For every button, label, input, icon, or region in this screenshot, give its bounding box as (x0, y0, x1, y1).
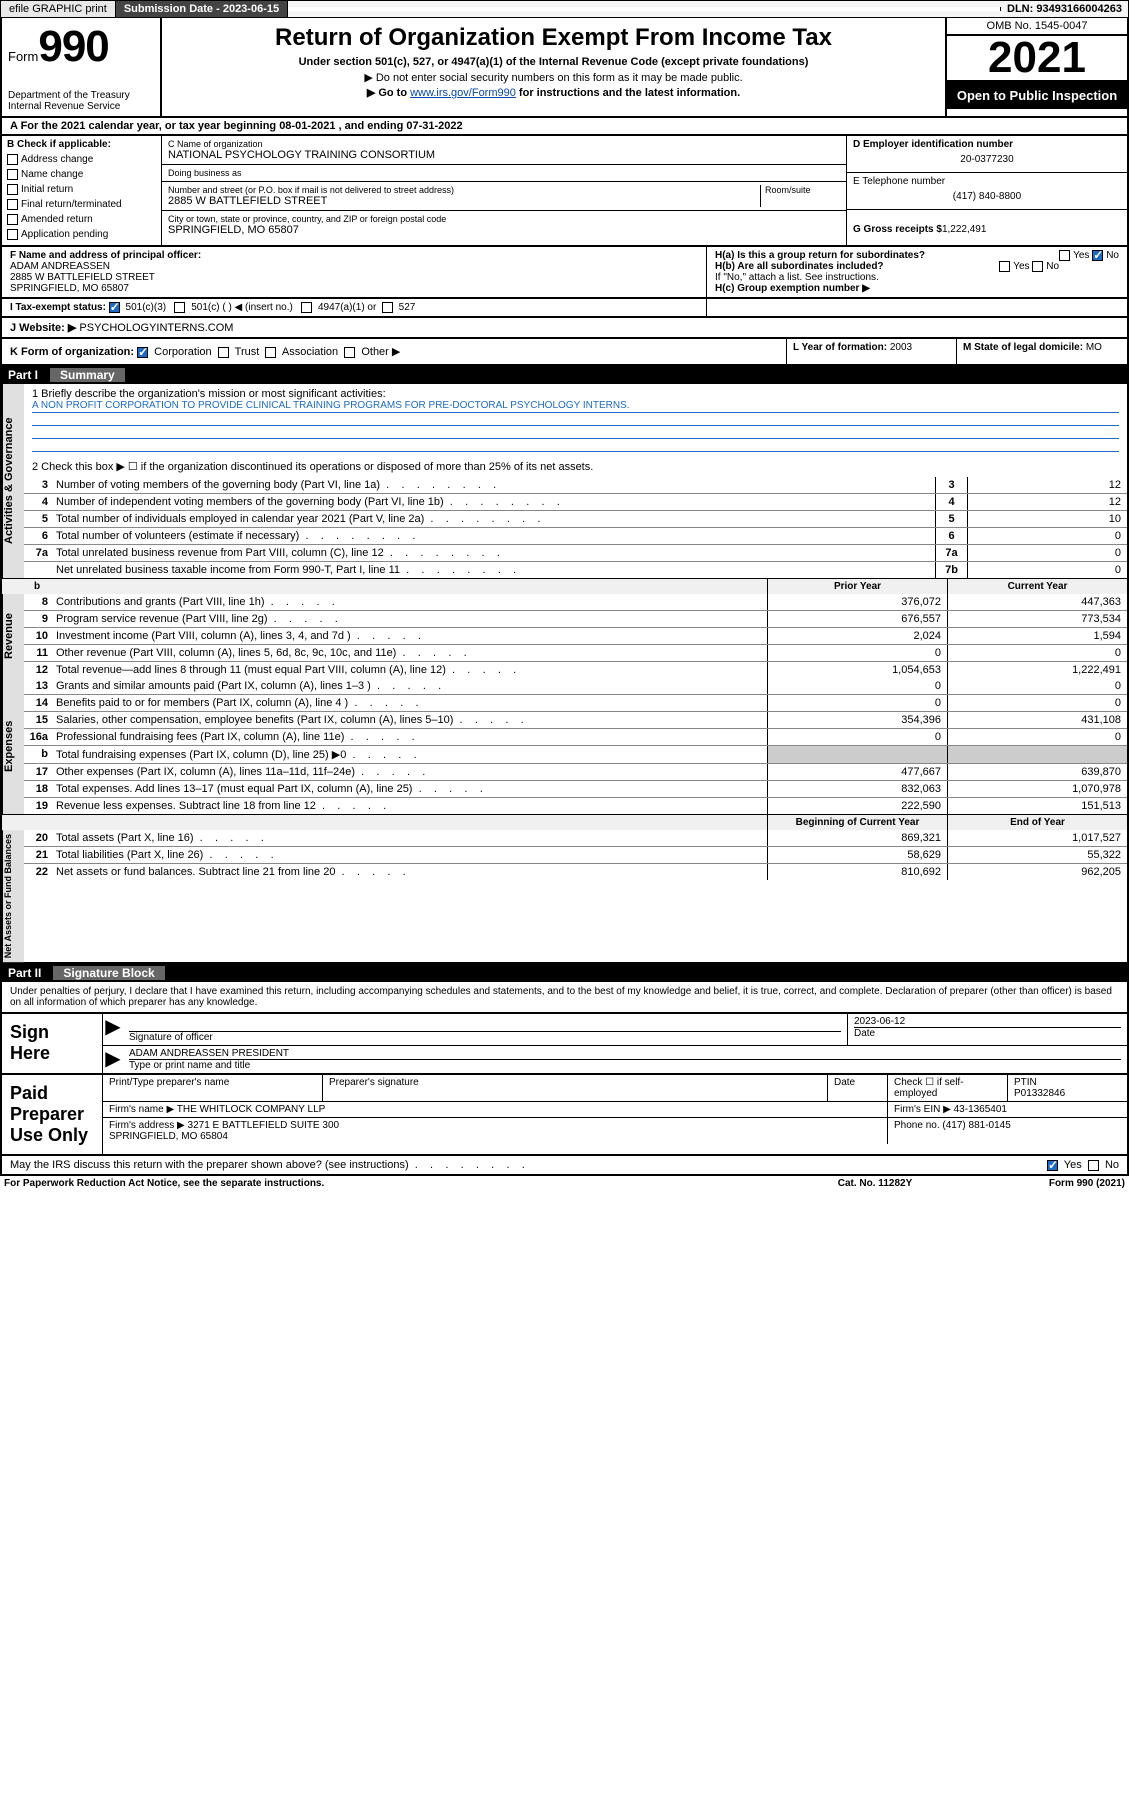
signature-arrow-icon: ▶ (103, 1046, 123, 1073)
org-info-block: B Check if applicable: Address changeNam… (0, 136, 1129, 247)
summary-line: 16aProfessional fundraising fees (Part I… (24, 728, 1127, 745)
ein: 20-0377230 (853, 150, 1121, 169)
summary-line: 5Total number of individuals employed in… (24, 510, 1127, 527)
state-domicile: MO (1086, 342, 1102, 353)
row-f-h: F Name and address of principal officer:… (0, 247, 1129, 299)
corp-checkbox[interactable] (137, 347, 148, 358)
summary-line: 3Number of voting members of the governi… (24, 477, 1127, 493)
form-subtitle: Under section 501(c), 527, or 4947(a)(1)… (170, 56, 937, 68)
department: Department of the Treasury Internal Reve… (8, 90, 154, 112)
open-to-public: Open to Public Inspection (947, 82, 1127, 109)
form-number: Form990 (8, 22, 154, 72)
firm-phone: (417) 881-0145 (942, 1120, 1010, 1131)
firm-ein: 43-1365401 (954, 1104, 1007, 1115)
summary-line: 12Total revenue—add lines 8 through 11 (… (24, 661, 1127, 678)
discuss-yes-checkbox[interactable] (1047, 1160, 1058, 1171)
col-b-checkbox[interactable]: Initial return (7, 182, 156, 197)
officer-name: ADAM ANDREASSEN (10, 261, 110, 272)
col-b-checkbox[interactable]: Address change (7, 152, 156, 167)
row-j-website: J Website: ▶ PSYCHOLOGYINTERNS.COM (0, 318, 1129, 339)
summary-line: 22Net assets or fund balances. Subtract … (24, 863, 1127, 880)
form-note-1: ▶ Do not enter social security numbers o… (170, 71, 937, 84)
col-b-checkbox[interactable]: Final return/terminated (7, 197, 156, 212)
vlabel-revenue: Revenue (2, 594, 24, 678)
signature-date: 2023-06-12 (854, 1016, 1121, 1027)
summary-line: 14Benefits paid to or for members (Part … (24, 694, 1127, 711)
row-a-tax-year: A For the 2021 calendar year, or tax yea… (0, 118, 1129, 136)
col-d-contact: D Employer identification number 20-0377… (847, 136, 1127, 245)
top-bar: efile GRAPHIC print Submission Date - 20… (0, 0, 1129, 18)
discuss-row: May the IRS discuss this return with the… (0, 1156, 1129, 1176)
org-name: NATIONAL PSYCHOLOGY TRAINING CONSORTIUM (168, 149, 840, 161)
summary-line: 9Program service revenue (Part VIII, lin… (24, 610, 1127, 627)
signature-arrow-icon: ▶ (103, 1014, 123, 1045)
part-1-body: Activities & Governance 1 Briefly descri… (0, 384, 1129, 964)
form-note-2: ▶ Go to www.irs.gov/Form990 for instruct… (170, 86, 937, 99)
ha-no-checkbox[interactable] (1092, 250, 1103, 261)
website: PSYCHOLOGYINTERNS.COM (79, 322, 233, 334)
summary-line: 10Investment income (Part VIII, column (… (24, 627, 1127, 644)
summary-line: 13Grants and similar amounts paid (Part … (24, 678, 1127, 694)
telephone: (417) 840-8800 (853, 187, 1121, 206)
col-b-checkbox[interactable]: Application pending (7, 227, 156, 242)
summary-line: 21Total liabilities (Part X, line 26)58,… (24, 846, 1127, 863)
vlabel-governance: Activities & Governance (2, 384, 24, 578)
firm-name: THE WHITLOCK COMPANY LLP (177, 1104, 326, 1115)
gross-receipts: 1,222,491 (942, 224, 987, 235)
summary-line: 18Total expenses. Add lines 13–17 (must … (24, 780, 1127, 797)
summary-line: 19Revenue less expenses. Subtract line 1… (24, 797, 1127, 814)
form-title: Return of Organization Exempt From Incom… (170, 24, 937, 52)
ptin: P01332846 (1014, 1088, 1065, 1099)
officer-printed-name: ADAM ANDREASSEN PRESIDENT (129, 1048, 1121, 1059)
tax-year: 2021 (947, 36, 1127, 82)
sign-here-block: Sign Here ▶ Signature of officer 2023-06… (0, 1014, 1129, 1075)
summary-line: bTotal fundraising expenses (Part IX, co… (24, 745, 1127, 763)
form-header: Form990 Department of the Treasury Inter… (0, 18, 1129, 118)
summary-line: 15Salaries, other compensation, employee… (24, 711, 1127, 728)
dln: DLN: 93493166004263 (1001, 1, 1128, 17)
page-footer: For Paperwork Reduction Act Notice, see … (0, 1176, 1129, 1191)
summary-line: 6Total number of volunteers (estimate if… (24, 527, 1127, 544)
paid-preparer-block: Paid Preparer Use Only Print/Type prepar… (0, 1075, 1129, 1156)
summary-line: 17Other expenses (Part IX, column (A), l… (24, 763, 1127, 780)
part-2-header: Part II Signature Block (0, 964, 1129, 982)
row-i-tax-status: I Tax-exempt status: 501(c)(3) 501(c) ( … (0, 299, 1129, 318)
submission-date: Submission Date - 2023-06-15 (116, 1, 288, 17)
summary-line: 7aTotal unrelated business revenue from … (24, 544, 1127, 561)
summary-line: Net unrelated business taxable income fr… (24, 561, 1127, 578)
org-city: SPRINGFIELD, MO 65807 (168, 224, 840, 236)
part-1-header: Part I Summary (0, 366, 1129, 384)
col-b-checkbox[interactable]: Amended return (7, 212, 156, 227)
officer-addr: 2885 W BATTLEFIELD STREET SPRINGFIELD, M… (10, 272, 155, 294)
year-formation: 2003 (890, 342, 912, 353)
col-b-checkboxes: B Check if applicable: Address changeNam… (2, 136, 162, 245)
501c3-checkbox[interactable] (109, 302, 120, 313)
instructions-link[interactable]: www.irs.gov/Form990 (410, 87, 516, 99)
col-c-org: C Name of organization NATIONAL PSYCHOLO… (162, 136, 847, 245)
col-b-checkbox[interactable]: Name change (7, 167, 156, 182)
vlabel-net-assets: Net Assets or Fund Balances (2, 830, 24, 962)
signature-declaration: Under penalties of perjury, I declare th… (0, 982, 1129, 1014)
mission-text: A NON PROFIT CORPORATION TO PROVIDE CLIN… (32, 400, 1119, 413)
summary-line: 8Contributions and grants (Part VIII, li… (24, 594, 1127, 610)
row-k-l-m: K Form of organization: Corporation Trus… (0, 339, 1129, 366)
vlabel-expenses: Expenses (2, 678, 24, 814)
summary-line: 20Total assets (Part X, line 16)869,3211… (24, 830, 1127, 846)
org-address: 2885 W BATTLEFIELD STREET (168, 195, 760, 207)
summary-line: 11Other revenue (Part VIII, column (A), … (24, 644, 1127, 661)
efile-button[interactable]: efile GRAPHIC print (1, 1, 116, 17)
summary-line: 4Number of independent voting members of… (24, 493, 1127, 510)
